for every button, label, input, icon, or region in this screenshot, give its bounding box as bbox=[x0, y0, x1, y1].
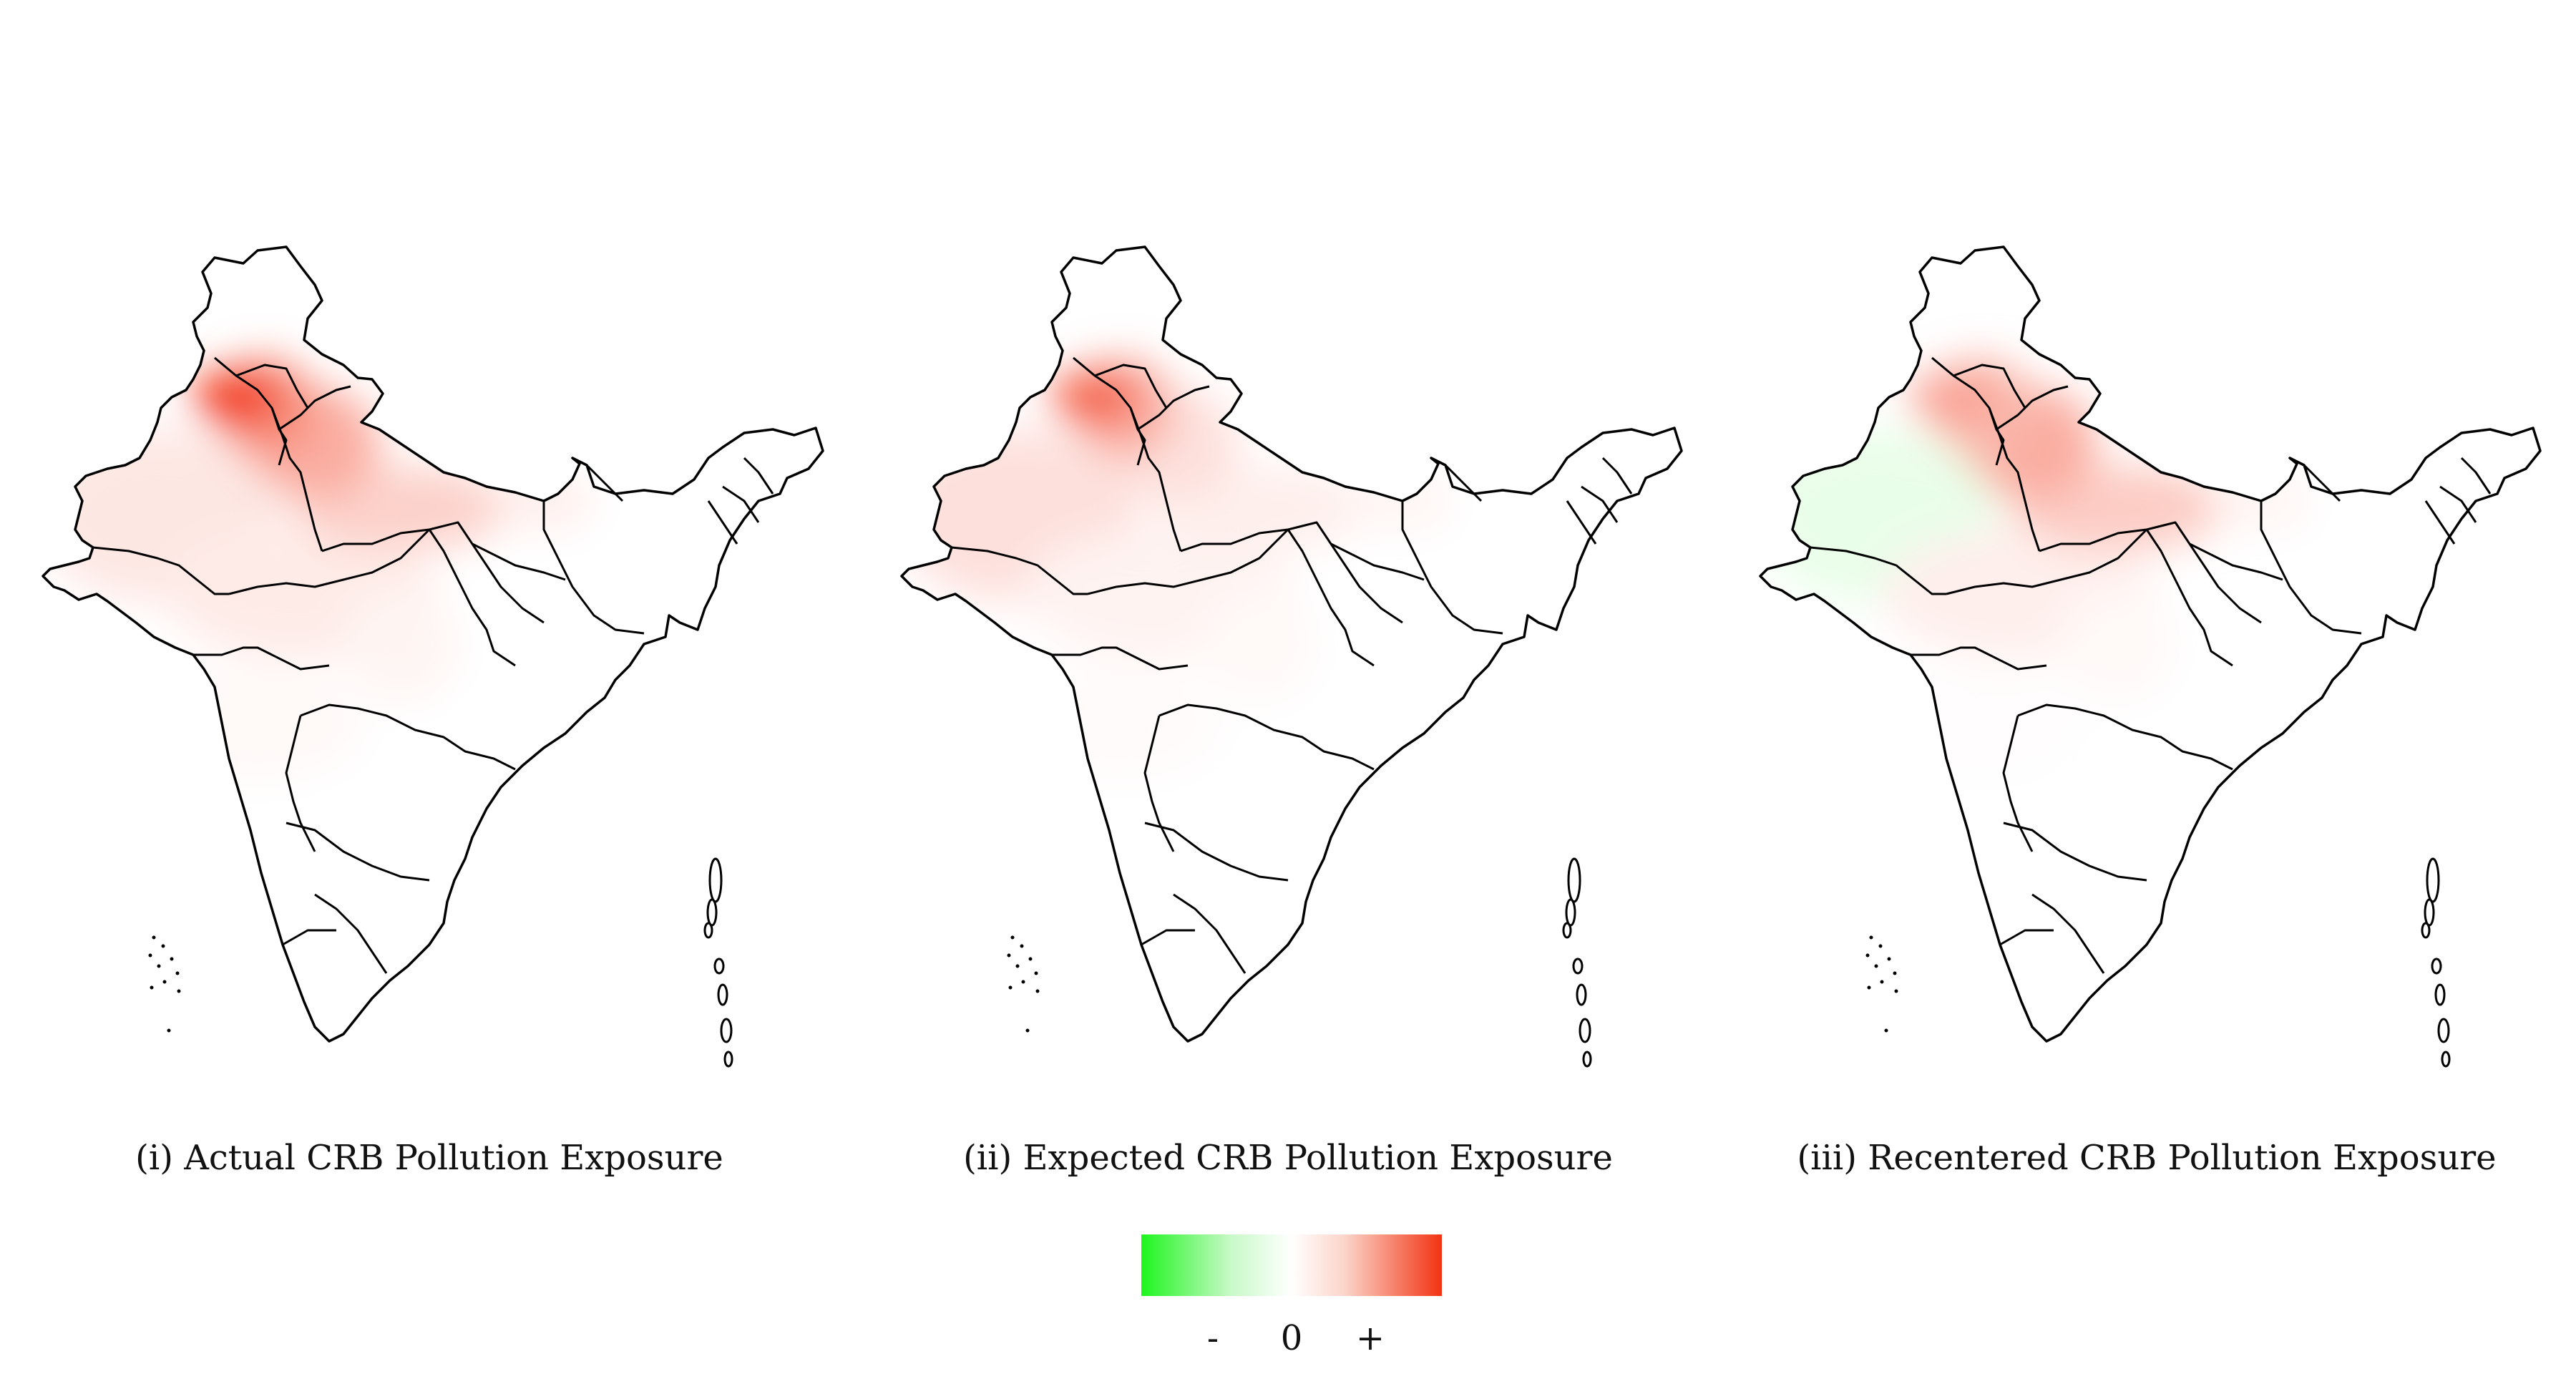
region-punjab bbox=[1052, 369, 1138, 426]
andaman-nicobar-islands bbox=[2421, 857, 2451, 1068]
lakshadweep-islands bbox=[1865, 935, 1898, 1033]
india-map bbox=[1759, 245, 2542, 1068]
region-punjab bbox=[193, 369, 279, 426]
region-maharashtra bbox=[1009, 666, 1224, 780]
map-caption: (iii) Recentered CRB Pollution Exposure bbox=[1797, 1138, 2497, 1178]
lakshadweep-islands bbox=[1007, 935, 1040, 1033]
state-borders bbox=[92, 356, 774, 974]
intensity-layer bbox=[902, 247, 1682, 1041]
state-borders bbox=[951, 356, 1633, 974]
region-maharashtra bbox=[1868, 666, 2082, 780]
country-outline bbox=[42, 245, 824, 1043]
region-chhattisgarh bbox=[1202, 587, 1317, 701]
country-outline bbox=[1759, 245, 2542, 1043]
legend-tick-zero: 0 bbox=[1280, 1318, 1303, 1358]
state-borders bbox=[1810, 356, 2492, 974]
lakshadweep-islands bbox=[148, 935, 181, 1033]
legend-tick-positive: + bbox=[1355, 1318, 1385, 1358]
india-map bbox=[42, 245, 824, 1068]
india-map bbox=[900, 245, 1683, 1068]
country-outline bbox=[900, 245, 1683, 1043]
intensity-layer bbox=[43, 247, 823, 1041]
andaman-nicobar-islands bbox=[703, 857, 733, 1068]
region-chhattisgarh bbox=[343, 587, 458, 701]
map-panel-expected: (ii) Expected CRB Pollution Exposure bbox=[859, 0, 1717, 1374]
map-panel-recentered: (iii) Recentered CRB Pollution Exposure bbox=[1717, 0, 2576, 1374]
intensity-layer bbox=[1760, 247, 2540, 1041]
andaman-nicobar-islands bbox=[1562, 857, 1592, 1068]
map-caption: (i) Actual CRB Pollution Exposure bbox=[135, 1138, 723, 1178]
legend-ticks: - 0 + bbox=[1141, 1318, 1442, 1361]
legend-gradient-bar bbox=[1141, 1234, 1442, 1296]
region-punjab bbox=[1911, 369, 1996, 426]
legend-tick-negative: - bbox=[1206, 1318, 1219, 1358]
region-chhattisgarh bbox=[2061, 587, 2175, 701]
map-caption: (ii) Expected CRB Pollution Exposure bbox=[963, 1138, 1613, 1178]
region-maharashtra bbox=[150, 666, 365, 780]
color-legend bbox=[1141, 1234, 1442, 1299]
map-panel-actual: (i) Actual CRB Pollution Exposure bbox=[0, 0, 859, 1374]
